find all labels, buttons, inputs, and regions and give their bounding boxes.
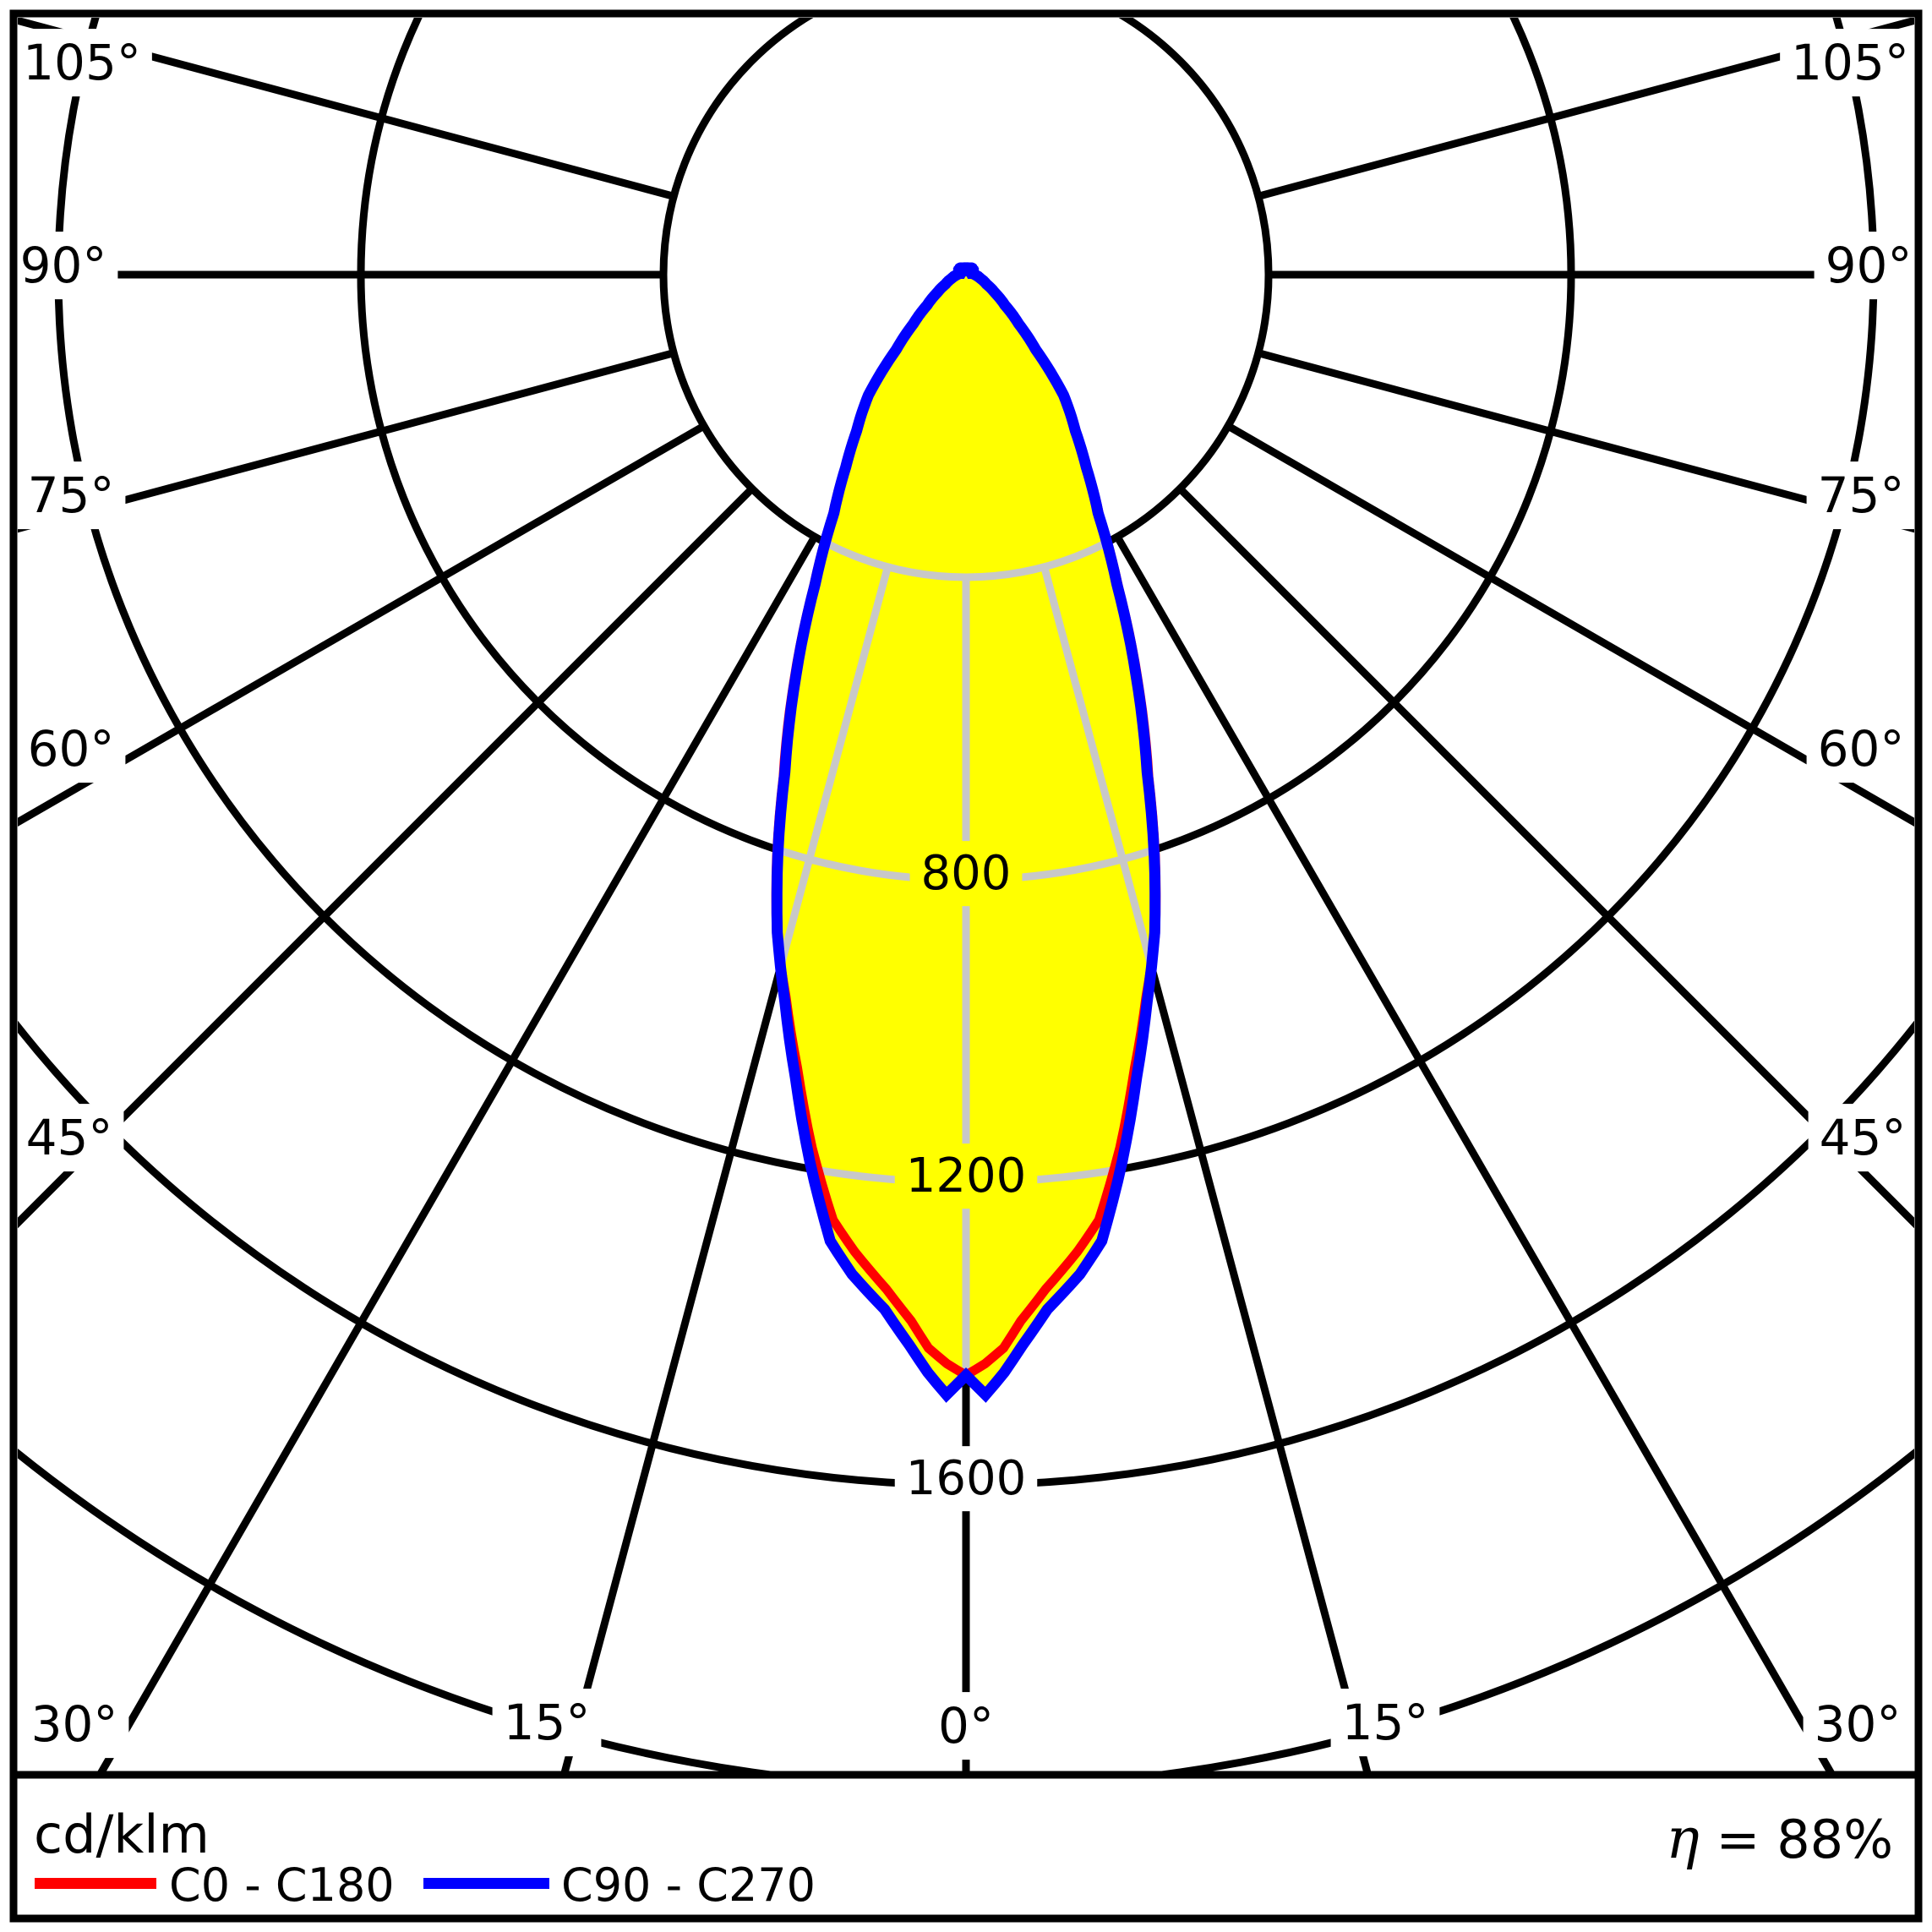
angle-label-15-right-gap (1330, 1689, 1440, 1757)
angle-label-60-right-gap (1806, 715, 1916, 783)
angle-label-30-left-gap (19, 1690, 129, 1759)
angle-label-90-right-gap (1814, 232, 1924, 300)
angle-label-90-left: 90° (20, 237, 107, 294)
eta-symbol: η (1666, 1806, 1700, 1871)
angle-label-75-left-gap (16, 461, 126, 530)
angle-label-45-right: 45° (1820, 1109, 1907, 1166)
ring-label-1200-gap (894, 1143, 1038, 1209)
angle-label-30-left: 30° (31, 1695, 118, 1753)
angle-label-90-right: 90° (1826, 237, 1913, 294)
angle-label-105-right: 105° (1791, 34, 1909, 91)
angle-label-45-right-gap (1808, 1104, 1918, 1172)
angle-label-105-left: 105° (23, 34, 141, 91)
grid-spoke-75-right (1257, 349, 1914, 533)
angle-label-105-left-gap (12, 29, 152, 97)
grid-spoke-15-left (777, 565, 892, 1395)
legend-label-c90-c270: C90 - C270 (561, 1858, 816, 1912)
efficiency-label: η = 88% (1666, 1806, 1893, 1871)
ring-label-1600: 1600 (906, 1451, 1027, 1506)
curve-c90-c270 (771, 262, 1161, 1403)
angle-label-45-left-gap (14, 1104, 124, 1172)
angle-label-0: 0° (938, 1697, 994, 1755)
scale-labels: 105° 105° 90° 90° 75° 75° 60° 60° 45° 45° 30° 30° 15… (8, 29, 1924, 1760)
ring-label-800: 800 (921, 846, 1012, 901)
angle-label-75-right: 75° (1818, 467, 1905, 524)
angle-label-105-right-gap (1780, 29, 1920, 97)
angle-label-30-right-gap (1803, 1690, 1913, 1759)
legend-label-c0-c180: C0 - C180 (169, 1858, 395, 1912)
angle-label-15-left: 15° (504, 1694, 591, 1751)
grid-spoke-15-right (1040, 565, 1155, 1395)
angle-label-75-left: 75° (28, 467, 115, 524)
outer-border (9, 9, 1923, 1923)
angle-label-30-right: 30° (1815, 1695, 1902, 1753)
unit-label: cd/klm (34, 1804, 210, 1865)
grid-spoke-105-right (1257, 18, 1914, 200)
angle-label-60-right: 60° (1818, 720, 1905, 778)
legend-swatch-c0-c180 (35, 1878, 156, 1889)
ring-label-1600-gap (894, 1446, 1038, 1512)
angle-label-0-gap (927, 1692, 1005, 1760)
angle-label-60-left: 60° (28, 720, 115, 778)
grid-spoke-105-left (18, 18, 675, 200)
angle-label-15-right: 15° (1342, 1694, 1429, 1751)
eta-value: = 88% (1700, 1809, 1893, 1870)
ring-label-1200: 1200 (906, 1149, 1027, 1203)
frame (9, 9, 1923, 1923)
legend-swatch-c90-c270 (423, 1878, 549, 1889)
grid-spoke-60-left (18, 423, 707, 827)
grid-spoke-30-left (96, 534, 818, 1773)
grid-spoke-30-right (1114, 534, 1836, 1773)
angle-label-45-left: 45° (26, 1109, 113, 1166)
legend: cd/klm C0 - C180 C90 - C270 η = 88% (34, 1804, 1893, 1912)
angle-label-90-left-gap (8, 232, 118, 300)
angle-label-75-right-gap (1806, 461, 1916, 530)
grid-spoke-75-left (18, 349, 675, 533)
angle-label-60-left-gap (16, 715, 126, 783)
angle-label-15-left-gap (492, 1689, 602, 1757)
grid-spoke-60-right (1225, 423, 1914, 827)
ring-label-800-gap (909, 841, 1023, 907)
